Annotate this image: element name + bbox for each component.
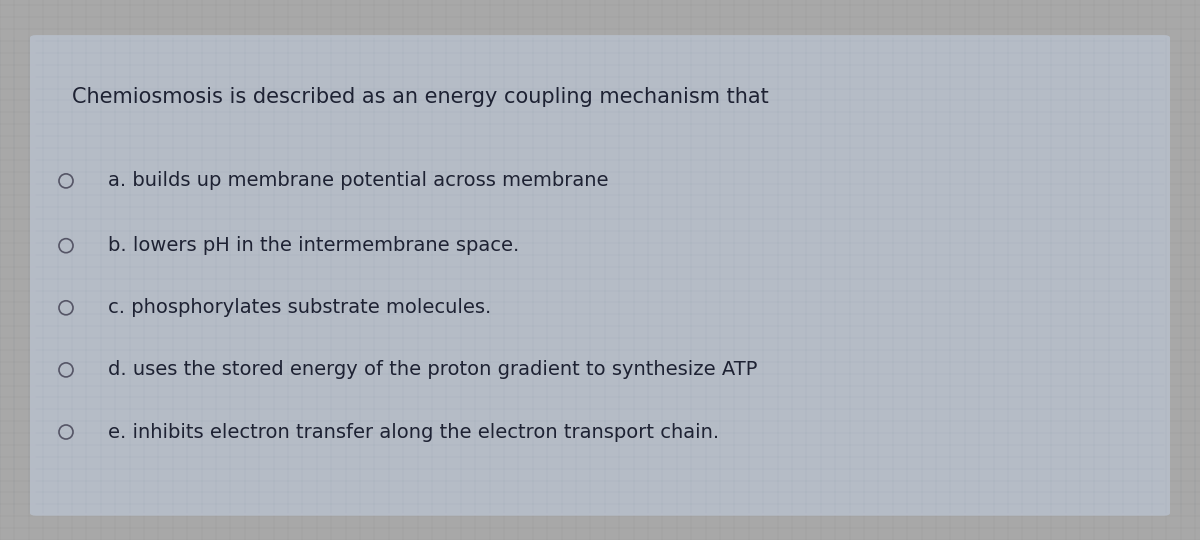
- Text: d. uses the stored energy of the proton gradient to synthesize ATP: d. uses the stored energy of the proton …: [108, 360, 757, 380]
- Text: b. lowers pH in the intermembrane space.: b. lowers pH in the intermembrane space.: [108, 236, 520, 255]
- Text: a. builds up membrane potential across membrane: a. builds up membrane potential across m…: [108, 171, 608, 191]
- FancyBboxPatch shape: [30, 35, 1170, 516]
- Text: Chemiosmosis is described as an energy coupling mechanism that: Chemiosmosis is described as an energy c…: [72, 87, 769, 107]
- Text: c. phosphorylates substrate molecules.: c. phosphorylates substrate molecules.: [108, 298, 491, 318]
- Text: e. inhibits electron transfer along the electron transport chain.: e. inhibits electron transfer along the …: [108, 422, 719, 442]
